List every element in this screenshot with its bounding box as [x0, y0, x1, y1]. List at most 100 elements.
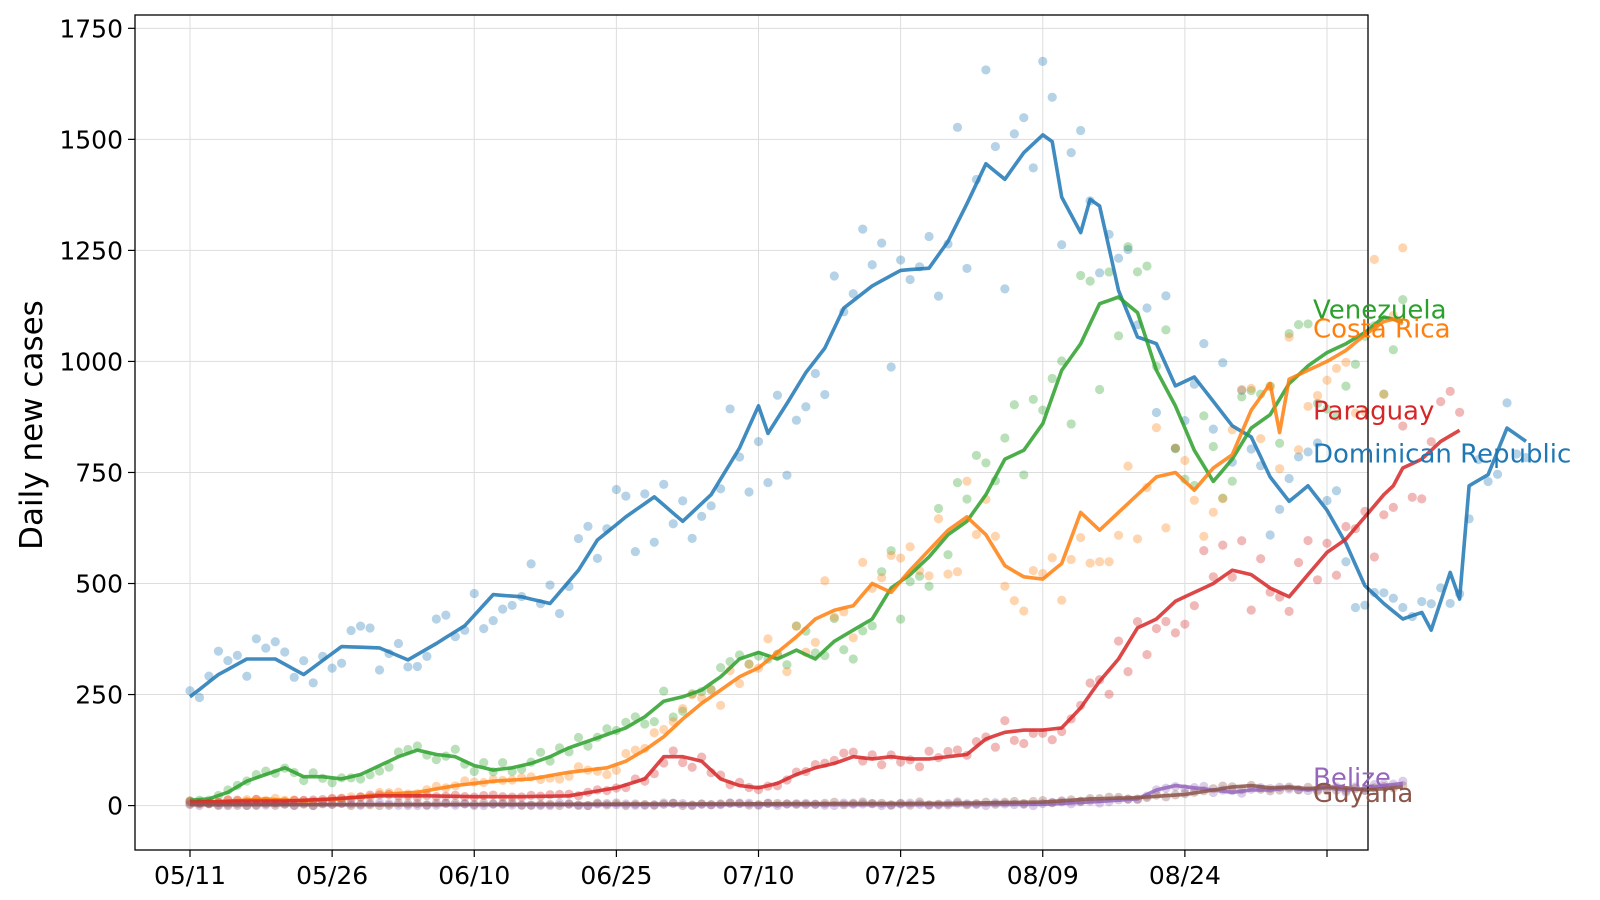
scatter-point [1161, 325, 1171, 335]
scatter-point [914, 571, 925, 581]
scatter-point [1000, 581, 1010, 591]
scatter-point [678, 706, 688, 716]
scatter-point [1057, 356, 1067, 366]
scatter-point [1426, 437, 1436, 447]
scatter-point [668, 746, 678, 756]
scatter-point [1142, 303, 1152, 313]
scatter-point [886, 550, 896, 561]
series-line [189, 295, 1404, 803]
scatter-point [933, 503, 944, 514]
scatter-point [1066, 554, 1076, 565]
y-tick-label: 250 [75, 681, 123, 710]
scatter-point [1019, 113, 1029, 123]
scatter-point [573, 762, 584, 772]
series-label: Paraguay [1313, 396, 1434, 426]
x-tick-label: 06/10 [438, 861, 510, 890]
scatter-point [1028, 163, 1038, 173]
scatter-point [829, 612, 839, 622]
axis-ticks: 0 250 500 750 1000 1250 1500 1750 05/11 05/26 06/1… [59, 14, 1328, 890]
scatter-point [1341, 557, 1351, 567]
scatter-point [744, 659, 754, 669]
scatter-point [877, 238, 887, 248]
scatter-point [554, 608, 565, 619]
scatter-point [801, 402, 811, 412]
scatter-point [1038, 56, 1048, 66]
scatter-point [1095, 557, 1105, 567]
scatter-point [412, 661, 422, 672]
scatter-point [611, 765, 621, 775]
scatter-point [640, 489, 650, 499]
scatter-point [1123, 666, 1133, 677]
x-tick-label: 08/09 [1007, 861, 1079, 890]
scatter-point [355, 621, 366, 631]
scatter-point [1312, 390, 1323, 401]
series-label: Dominican Republic [1313, 439, 1571, 469]
series-label: Costa Rica [1313, 315, 1451, 345]
scatter-point [659, 724, 669, 735]
scatter-point [763, 634, 773, 644]
scatter-point [479, 757, 489, 768]
scatter-point [810, 637, 820, 647]
scatter-point [1331, 411, 1342, 422]
scatter-point [952, 477, 963, 488]
scatter-point [1170, 628, 1180, 638]
scatter-point [820, 576, 830, 586]
scatter-point [535, 747, 546, 757]
scatter-point [1303, 401, 1313, 412]
scatter-point [1379, 510, 1389, 520]
scatter-point [308, 678, 318, 688]
scatter-point [1208, 572, 1218, 582]
scatter-point [1379, 389, 1389, 399]
scatter-point [602, 769, 612, 780]
scatter-point [1057, 595, 1067, 605]
scatter-point [630, 546, 640, 557]
scatter-point [858, 626, 868, 636]
y-axis-label: Daily new cases [14, 300, 50, 550]
scatter-point [952, 567, 963, 577]
scatter-point [933, 291, 944, 301]
scatter-point [573, 533, 584, 544]
scatter-point [1322, 538, 1332, 548]
scatter-point [479, 624, 489, 634]
scatter-point [1303, 447, 1313, 457]
scatter-point [384, 762, 394, 772]
scatter-point [1275, 438, 1285, 448]
scatter-point [1388, 593, 1398, 603]
scatter-point [611, 484, 621, 495]
scatter-point [848, 747, 858, 757]
scatter-point [924, 571, 934, 581]
scatter-point [1417, 494, 1427, 504]
scatter-point [687, 533, 697, 543]
scatter-point [431, 614, 441, 624]
scatter-point [1331, 363, 1342, 373]
scatter-point [592, 553, 603, 563]
scatter-point [1341, 521, 1351, 532]
scatter-point [1076, 270, 1086, 281]
scatter-point [1113, 331, 1124, 341]
scatter-point [583, 521, 593, 531]
scatter-point [905, 542, 915, 552]
scatter-point [1151, 407, 1162, 418]
scatter-point [1265, 530, 1275, 540]
scatter-point [1113, 636, 1124, 646]
scatter-point [1445, 386, 1455, 396]
scatter-point [905, 577, 915, 587]
scatter-point [1407, 492, 1417, 502]
scatter-point [1237, 384, 1247, 395]
scatter-point [829, 271, 839, 281]
scatter-point [952, 122, 963, 132]
scatter-point [213, 646, 224, 656]
scatter-point [877, 567, 887, 577]
scatter-point [971, 529, 982, 540]
scatter-point [1521, 452, 1531, 463]
scatter-point [791, 621, 802, 631]
scatter-point [1132, 267, 1143, 277]
scatter-point [1350, 359, 1361, 369]
scatter-point [1218, 493, 1228, 503]
scatter-point [782, 660, 792, 670]
scatter-point [659, 479, 669, 489]
x-tick-label: 05/26 [296, 861, 368, 890]
scatter-point [1104, 689, 1114, 699]
scatter-point [545, 580, 555, 590]
